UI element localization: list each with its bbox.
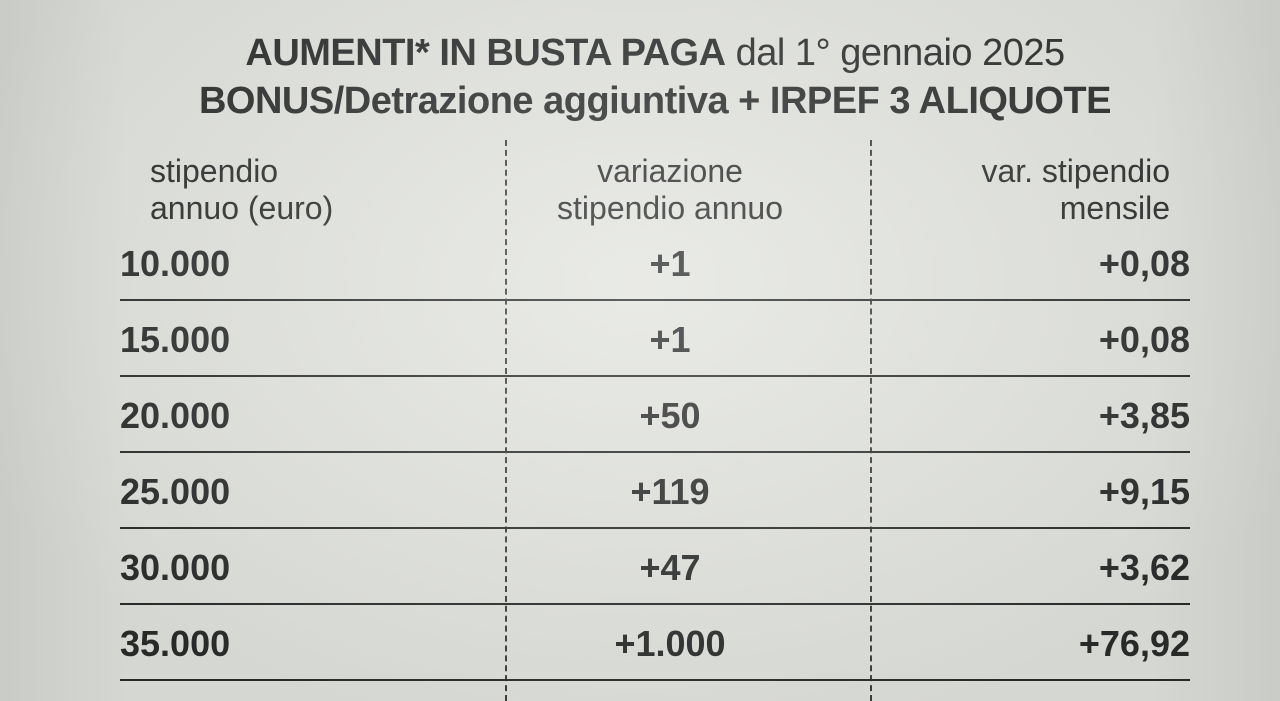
table-row: 20.000 +50 +3,85 (120, 377, 1190, 453)
cell-stipendio-annuo: 35.000 (120, 605, 480, 679)
salary-table: stipendio annuo (euro) variazione stipen… (120, 153, 1190, 681)
table-row: 10.000 +1 +0,08 (120, 233, 1190, 301)
cell-var-mensile: +0,08 (860, 301, 1190, 375)
title-line1-bold: AUMENTI* IN BUSTA PAGA (245, 32, 725, 74)
cell-var-mensile: +9,15 (860, 453, 1190, 527)
cell-var-annuo: +1.000 (480, 605, 860, 679)
title-line2: BONUS/Detrazione aggiuntiva + IRPEF 3 AL… (199, 80, 1111, 122)
cell-stipendio-annuo: 30.000 (120, 529, 480, 603)
table-row: 15.000 +1 +0,08 (120, 301, 1190, 377)
cell-var-annuo: +50 (480, 377, 860, 451)
table-header-row: stipendio annuo (euro) variazione stipen… (120, 153, 1190, 233)
cell-stipendio-annuo: 15.000 (120, 301, 480, 375)
cell-var-mensile: +3,62 (860, 529, 1190, 603)
cell-stipendio-annuo: 25.000 (120, 453, 480, 527)
cell-var-annuo: +47 (480, 529, 860, 603)
cell-var-mensile: +0,08 (860, 233, 1190, 299)
table-title: AUMENTI* IN BUSTA PAGA dal 1° gennaio 20… (120, 30, 1190, 125)
table-row: 35.000 +1.000 +76,92 (120, 605, 1190, 681)
table-row: 25.000 +119 +9,15 (120, 453, 1190, 529)
cell-stipendio-annuo: 20.000 (120, 377, 480, 451)
cell-var-mensile: +3,85 (860, 377, 1190, 451)
col-header-stipendio-annuo: stipendio annuo (euro) (120, 153, 480, 227)
cell-var-mensile: +76,92 (860, 605, 1190, 679)
col-header-variazione-mensile: var. stipendio mensile (860, 153, 1190, 227)
title-line1-rest: dal 1° gennaio 2025 (726, 32, 1065, 74)
cell-var-annuo: +119 (480, 453, 860, 527)
cell-var-annuo: +1 (480, 301, 860, 375)
cell-var-annuo: +1 (480, 233, 860, 299)
cell-stipendio-annuo: 10.000 (120, 233, 480, 299)
table-row: 30.000 +47 +3,62 (120, 529, 1190, 605)
col-header-variazione-annuo: variazione stipendio annuo (480, 153, 860, 227)
page: AUMENTI* IN BUSTA PAGA dal 1° gennaio 20… (0, 0, 1280, 681)
